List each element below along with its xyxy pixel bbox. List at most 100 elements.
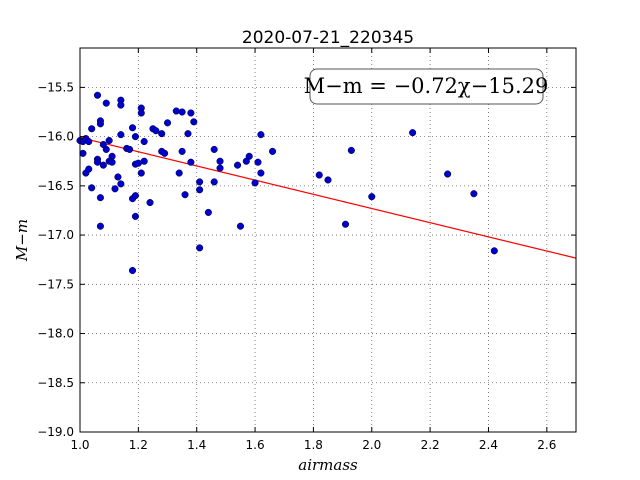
y-tick-label: −17.5 (37, 277, 74, 291)
data-point (96, 222, 104, 230)
plot-frame (79, 47, 577, 433)
data-point (444, 170, 452, 178)
fit-annotation: M−m = −0.72χ−15.29 (304, 68, 549, 105)
data-point (315, 171, 323, 179)
data-point (105, 137, 113, 145)
data-point (234, 161, 242, 169)
data-point (236, 222, 245, 230)
data-point (108, 158, 116, 166)
data-point (158, 130, 166, 138)
data-point (96, 194, 104, 202)
data-point (196, 178, 204, 186)
x-tick-label: 1.0 (70, 438, 89, 452)
data-point (131, 192, 139, 200)
data-point (137, 109, 145, 117)
data-point (245, 152, 253, 160)
data-point (140, 137, 148, 146)
data-point (131, 133, 139, 141)
x-tick-label: 2.4 (479, 438, 498, 452)
data-point (128, 124, 137, 132)
y-tick-label: −16.5 (37, 179, 74, 193)
data-point (172, 107, 180, 115)
x-tick-label: 2.2 (421, 438, 440, 452)
data-point (257, 169, 265, 177)
y-tick-label: −16.0 (37, 130, 74, 144)
data-point (79, 149, 87, 157)
data-point (163, 119, 172, 127)
data-point (88, 184, 96, 192)
data-point (114, 173, 122, 181)
y-tick-label: −18.5 (37, 376, 74, 390)
data-point (490, 247, 498, 255)
x-tick-label: 2.0 (362, 438, 381, 452)
x-tick-label: 1.6 (246, 438, 265, 452)
data-point (96, 120, 104, 128)
x-tick-label: 2.6 (537, 438, 556, 452)
x-tick-label: 1.2 (129, 438, 148, 452)
data-point (470, 190, 478, 198)
data-point (178, 108, 186, 116)
data-point (269, 147, 277, 155)
data-point (93, 158, 102, 166)
data-point (146, 199, 154, 207)
data-point (184, 130, 192, 138)
y-tick-label: −15.5 (37, 80, 74, 94)
fit-line (79, 137, 577, 259)
data-point (102, 145, 110, 153)
data-point (152, 127, 160, 135)
x-ticks: 1.0 1.2 1.4 1.6 1.8 2.0 2.2 2.4 2.6 (70, 48, 556, 452)
data-point (210, 178, 218, 186)
annotation-box (309, 68, 544, 105)
data-point (137, 169, 145, 177)
data-point (324, 176, 332, 184)
data-point (187, 109, 195, 117)
data-point (181, 191, 189, 199)
grid-lines (79, 48, 576, 433)
data-point (117, 180, 125, 188)
y-axis-label: M−m (13, 219, 31, 262)
data-point (108, 152, 116, 160)
x-axis-label: airmass (298, 456, 358, 474)
data-point (161, 149, 169, 157)
data-point (409, 129, 417, 137)
data-point (131, 212, 139, 220)
x-tick-label: 1.8 (304, 438, 323, 452)
data-point (196, 186, 204, 194)
data-point (196, 244, 204, 252)
data-point (85, 165, 93, 173)
data-point (175, 169, 183, 177)
y-tick-label: −18.0 (37, 327, 74, 341)
y-tick-label: −19.0 (37, 425, 74, 439)
chart-title: 2020-07-21_220345 (242, 28, 414, 48)
data-point (117, 131, 125, 139)
data-point (140, 157, 148, 165)
y-ticks: −15.5 −16.0 −16.5 −17.0 −17.5 −18.0 −18.5 −19.0 (37, 80, 576, 439)
data-point (178, 147, 186, 155)
data-point (128, 266, 137, 275)
data-point (210, 145, 218, 153)
data-point (117, 101, 125, 109)
data-point (257, 131, 265, 139)
data-point (102, 99, 110, 107)
data-point (88, 125, 96, 133)
data-point (99, 161, 107, 169)
data-points (76, 91, 498, 275)
data-point (341, 220, 350, 228)
data-point (216, 157, 224, 165)
x-tick-label: 1.4 (187, 438, 206, 452)
data-point (204, 208, 212, 216)
data-point (251, 179, 259, 187)
data-point (93, 91, 102, 99)
data-point (85, 137, 93, 146)
data-point (216, 164, 224, 172)
data-point (190, 118, 198, 126)
data-point (187, 158, 195, 166)
fit-line-group (79, 137, 577, 259)
data-point (126, 145, 134, 153)
data-point (111, 185, 119, 193)
data-point (254, 158, 262, 166)
annotation-text: M−m = −0.72χ−15.29 (304, 74, 549, 98)
data-point (368, 193, 376, 201)
data-point (347, 146, 355, 154)
